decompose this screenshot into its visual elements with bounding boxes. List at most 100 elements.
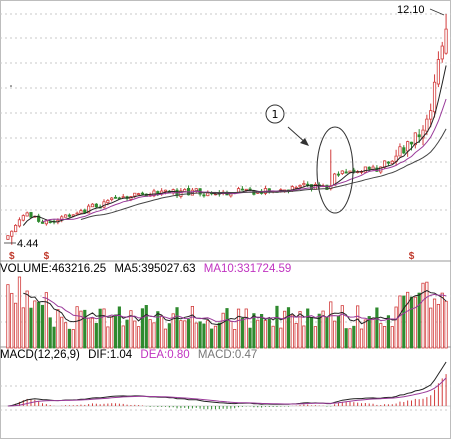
volume-bar (429, 307, 433, 349)
volume-bar (444, 300, 448, 349)
candle-body (48, 221, 52, 224)
volume-bar (363, 319, 367, 349)
macd-indicator-row: MACD(12,26,9) DIF:1.04 DEA:0.80 MACD:0.4… (0, 348, 257, 362)
candle-body (409, 141, 414, 145)
volume-bar (244, 308, 248, 349)
volume-bar (25, 290, 29, 349)
volume-bar (321, 310, 325, 349)
volume-bar (21, 307, 25, 349)
macd-histogram-group (11, 374, 447, 410)
candle-body (121, 196, 125, 199)
high-pointer-line (429, 8, 445, 16)
volume-bar (306, 308, 310, 349)
volume-bar (402, 295, 406, 349)
volume-bar (148, 319, 152, 349)
volume-bar (406, 291, 410, 349)
volume-bar (336, 315, 341, 349)
candle-body (429, 110, 433, 120)
macd-label: MACD(12,26,9) (0, 349, 80, 361)
candle-body (14, 224, 18, 233)
candle-body (444, 28, 448, 54)
candle-body (402, 147, 406, 154)
candle-body (294, 186, 298, 189)
candle-body (37, 215, 41, 222)
candle-body (398, 146, 402, 157)
annotation-number-circle (265, 104, 285, 124)
volume-bar (163, 328, 168, 349)
volume-bar (436, 303, 440, 349)
volume-bar (179, 320, 183, 349)
signal-marker: $ (409, 251, 415, 262)
volume-bar (133, 320, 137, 349)
macd-value-label: MACD:0.47 (197, 349, 258, 361)
candle-body (440, 45, 444, 60)
candle-body (137, 193, 141, 196)
volume-bar (359, 328, 364, 349)
low-price-label: 4.44 (17, 238, 38, 250)
candle-body (344, 171, 348, 174)
volume-bar (375, 307, 379, 349)
volume-ma10-line (42, 293, 447, 323)
volume-bar (367, 316, 371, 349)
volume-bar (137, 326, 141, 349)
volume-bar (421, 282, 425, 349)
volume-bar (236, 308, 241, 349)
candle-body (90, 203, 95, 208)
volume-indicator-row: VOLUME:463216.25 MA5:395027.63 MA10:3317… (0, 262, 291, 276)
candle-body (63, 214, 68, 218)
volume-bar (83, 309, 87, 349)
macd-dea-line (7, 377, 447, 407)
volume-bar (356, 305, 360, 349)
candle-body (133, 192, 137, 197)
candle-body (340, 170, 344, 174)
volume-bar (386, 315, 391, 349)
volume-bar (167, 323, 171, 349)
volume-bar (440, 292, 444, 349)
volume-bar (10, 292, 14, 349)
volume-bar (413, 296, 417, 349)
candle-body (302, 183, 306, 186)
candle-body (179, 190, 183, 197)
candle-body (406, 141, 410, 152)
volume-bar (79, 310, 83, 349)
candle-body (87, 205, 91, 214)
macd-dea-label: DEA:0.80 (140, 349, 190, 361)
volume-bar (333, 320, 337, 349)
candle-body (10, 230, 14, 237)
price-dot-mark (10, 85, 12, 87)
volume-bar (67, 328, 72, 349)
volume-bar (33, 300, 37, 349)
volume-bar (329, 301, 333, 349)
volume-bar (102, 308, 106, 349)
volume-bar (379, 323, 383, 349)
annotation-group: 1 (265, 104, 354, 214)
volume-bar (210, 328, 214, 349)
volume-bar (152, 322, 156, 349)
candle-body (44, 220, 48, 225)
volume-bar (317, 313, 321, 349)
volume-bar (286, 307, 291, 349)
volume-bar (217, 322, 221, 349)
candle-body (206, 192, 210, 197)
volume-bar (309, 317, 314, 349)
volume-bar (298, 311, 302, 349)
volume-bar (60, 316, 64, 349)
macd-dif-label: DIF:1.04 (88, 349, 133, 361)
candle-body (21, 215, 25, 221)
signal-marker: $ (44, 251, 50, 262)
volume-bar (113, 314, 118, 349)
volume-bar (425, 281, 429, 349)
volume-bar (398, 295, 402, 349)
candle-body (417, 134, 421, 138)
candle-body (110, 197, 114, 201)
volume-bar (432, 298, 437, 349)
volume-bar (87, 317, 91, 349)
candle-body (40, 221, 45, 224)
volume-bar (290, 314, 294, 349)
volume-bar (198, 321, 202, 349)
candle-body (163, 189, 168, 192)
volume-bar (6, 284, 10, 349)
volume-bar (417, 292, 421, 349)
